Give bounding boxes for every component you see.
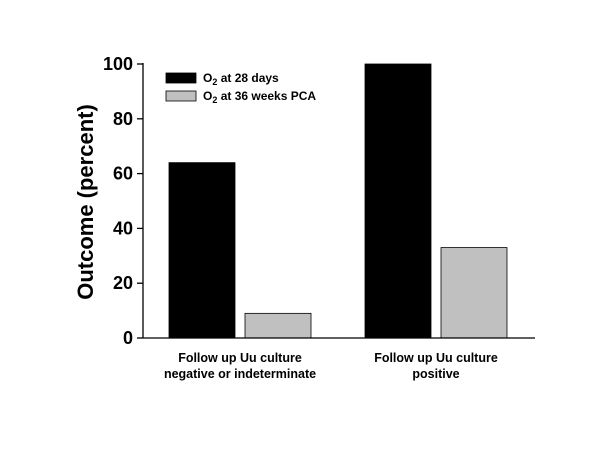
y-tick-label: 0: [123, 328, 133, 348]
legend-swatch: [165, 72, 197, 84]
x-category-label: Follow up Uu culture positive: [374, 351, 498, 381]
bar: [440, 247, 508, 339]
legend-label: O2 at 36 weeks PCA: [203, 89, 316, 105]
y-tick-label: 40: [113, 218, 133, 238]
x-category-label: Follow up Uu culture negative or indeterm…: [164, 351, 316, 381]
bar: [244, 312, 312, 339]
y-axis-title: Outcome (percent): [73, 104, 98, 300]
legend: O2 at 28 days O2 at 36 weeks PCA: [165, 71, 316, 105]
legend-label: O2 at 28 days: [203, 71, 279, 87]
y-axis: 0 20 40 60 80 100: [103, 54, 144, 348]
y-tick-label: 80: [113, 109, 133, 129]
y-tick-label: 20: [113, 273, 133, 293]
legend-swatch: [165, 90, 197, 102]
bar: [168, 162, 236, 339]
y-tick-label: 100: [103, 54, 133, 74]
bar: [364, 63, 432, 339]
y-tick-label: 60: [113, 164, 133, 184]
bars: [168, 63, 508, 339]
x-axis: Follow up Uu culture negative or indeterm…: [143, 337, 535, 381]
